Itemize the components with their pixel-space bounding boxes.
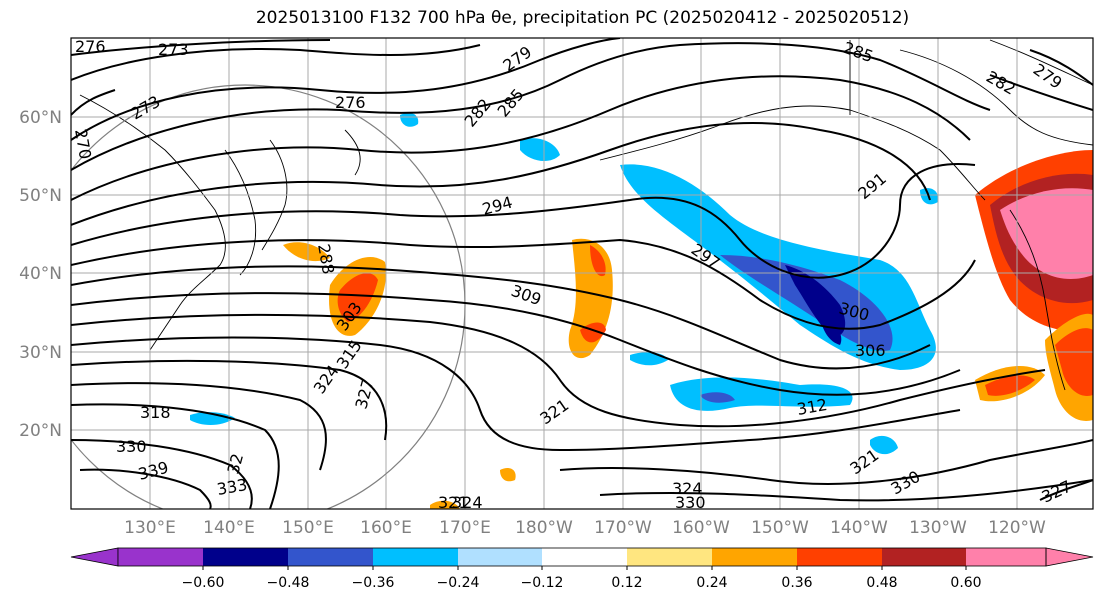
- lon-label: 120°W: [988, 518, 1046, 538]
- colorbar-segment: [712, 548, 797, 566]
- lon-label: 170°E: [439, 518, 491, 538]
- contour-label: 330: [675, 493, 706, 512]
- lat-label: 40°N: [19, 264, 62, 284]
- colorbar-segment: [542, 548, 627, 566]
- colorbar-tick-label: −0.36: [352, 575, 395, 591]
- lon-label: 150°W: [751, 518, 809, 538]
- contour-label: 318: [140, 403, 171, 422]
- contour-label: 276: [335, 93, 366, 112]
- lat-label: 20°N: [19, 421, 62, 441]
- colorbar-tick-label: 0.60: [950, 575, 981, 591]
- colorbar: −0.60 −0.48 −0.36 −0.24 −0.12 0.12 0.24 …: [70, 547, 1094, 591]
- lon-label: 160°E: [360, 518, 412, 538]
- contour-label: 273: [158, 40, 189, 59]
- lon-label: 140°E: [203, 518, 255, 538]
- colorbar-tick-label: −0.24: [437, 575, 480, 591]
- contour-label: 276: [75, 37, 106, 56]
- lon-label: 140°W: [830, 518, 888, 538]
- lat-label: 50°N: [19, 186, 62, 206]
- latitude-labels: 60°N 50°N 40°N 30°N 20°N: [19, 108, 62, 441]
- colorbar-right-extend: [1045, 547, 1094, 567]
- colorbar-left-extend: [70, 547, 119, 567]
- colorbar-segment: [288, 548, 373, 566]
- lat-label: 60°N: [19, 108, 62, 128]
- colorbar-segment: [627, 548, 712, 566]
- colorbar-segment: [118, 548, 203, 566]
- map-frame: [70, 37, 1094, 510]
- theta-e-contours: [71, 38, 1093, 509]
- colorbar-tick-label: 0.24: [696, 575, 727, 591]
- region-circle: [71, 84, 466, 509]
- contour-label: 306: [855, 341, 886, 360]
- lon-label: 130°E: [124, 518, 176, 538]
- lon-label: 180°W: [515, 518, 573, 538]
- colorbar-segment: [797, 548, 882, 566]
- colorbar-segment: [882, 548, 966, 566]
- colorbar-segment: [458, 548, 542, 566]
- colorbar-tick-label: −0.12: [521, 575, 564, 591]
- longitude-labels: 130°E 140°E 150°E 160°E 170°E 180°W 170°…: [124, 518, 1046, 538]
- map-panel: 276 273 273 270 276 279 282 285 285 282 …: [71, 37, 1093, 512]
- contour-label: 324: [672, 479, 703, 498]
- colorbar-segment: [966, 548, 1046, 566]
- colorbar-segment: [203, 548, 288, 566]
- map-title: 2025013100 F132 700 hPa θe, precipitatio…: [255, 8, 910, 28]
- lon-label: 170°W: [594, 518, 652, 538]
- precipitation-shading: [190, 112, 1093, 509]
- colorbar-tick-label: 0.12: [611, 575, 642, 591]
- contour-label: 321: [438, 493, 469, 512]
- lat-label: 30°N: [19, 343, 62, 363]
- contour-label: 330: [116, 437, 147, 456]
- contour-label: 32: [224, 451, 248, 476]
- lon-label: 130°W: [909, 518, 967, 538]
- colorbar-tick-label: −0.60: [182, 575, 225, 591]
- colorbar-tick-label: 0.36: [781, 575, 812, 591]
- lon-label: 160°W: [672, 518, 730, 538]
- colorbar-tick-label: −0.48: [267, 575, 310, 591]
- gridlines: [71, 38, 1093, 509]
- colorbar-segment: [373, 548, 458, 566]
- colorbar-tick-label: 0.48: [866, 575, 897, 591]
- lon-label: 150°E: [282, 518, 334, 538]
- contour-label: 324: [452, 493, 483, 512]
